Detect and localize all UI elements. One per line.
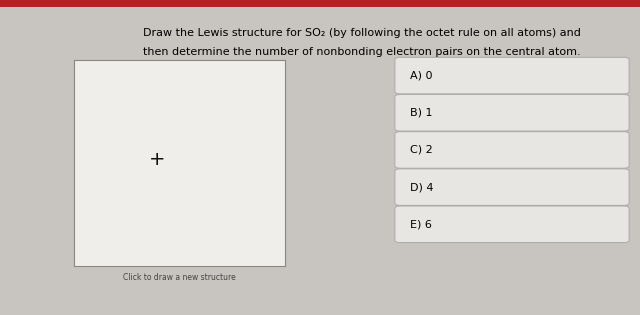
FancyBboxPatch shape [395,57,629,94]
Text: E) 6: E) 6 [410,219,431,229]
Text: D) 4: D) 4 [410,182,433,192]
FancyBboxPatch shape [395,206,629,243]
Text: A) 0: A) 0 [410,71,432,81]
Bar [0,0,640,7]
Text: Click to draw a new structure: Click to draw a new structure [123,273,236,282]
FancyBboxPatch shape [395,132,629,168]
FancyBboxPatch shape [395,94,629,131]
Text: B) 1: B) 1 [410,108,432,118]
FancyBboxPatch shape [395,169,629,205]
Bar [74,60,285,266]
Text: +: + [148,150,165,169]
Text: C) 2: C) 2 [410,145,433,155]
Text: then determine the number of nonbonding electron pairs on the central atom.: then determine the number of nonbonding … [143,47,580,57]
Text: Draw the Lewis structure for SO₂ (by following the octet rule on all atoms) and: Draw the Lewis structure for SO₂ (by fol… [143,28,580,38]
